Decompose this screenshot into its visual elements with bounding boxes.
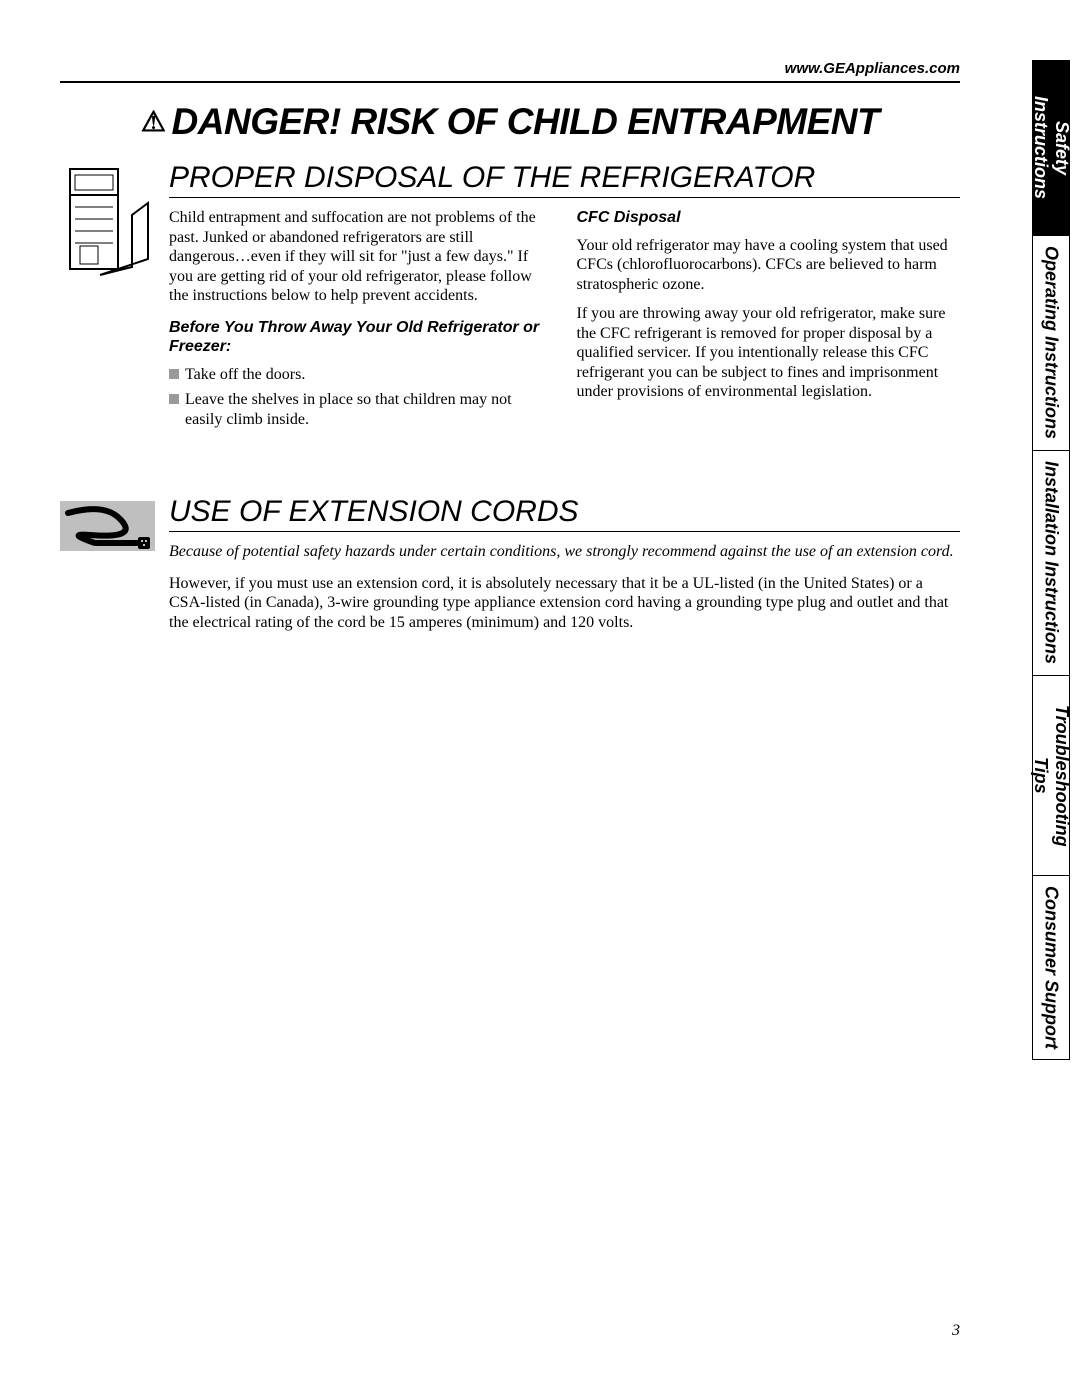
tab-troubleshooting-tips[interactable]: Troubleshooting Tips (1032, 675, 1070, 875)
bullet-text: Leave the shelves in place so that child… (185, 390, 553, 429)
cord-icon (60, 495, 155, 632)
disposal-title: PROPER DISPOSAL OF THE REFRIGERATOR (169, 161, 960, 198)
tab-installation-instructions[interactable]: Installation Instructions (1032, 450, 1070, 675)
extension-section: USE OF EXTENSION CORDS Because of potent… (60, 495, 960, 632)
danger-heading-text: DANGER! RISK OF CHILD ENTRAPMENT (172, 101, 880, 142)
disposal-content: PROPER DISPOSAL OF THE REFRIGERATOR Chil… (169, 161, 960, 435)
page-content: www.GEAppliances.com ⚠DANGER! RISK OF CH… (60, 60, 960, 1340)
tab-operating-instructions[interactable]: Operating Instructions (1032, 235, 1070, 450)
cfc-p1: Your old refrigerator may have a cooling… (577, 236, 961, 295)
cfc-p2: If you are throwing away your old refrig… (577, 304, 961, 402)
header-rule (60, 81, 960, 83)
page-number: 3 (952, 1322, 960, 1340)
warning-icon: ⚠ (141, 106, 166, 137)
bullet-item: Take off the doors. (169, 365, 553, 385)
tab-consumer-support[interactable]: Consumer Support (1032, 875, 1070, 1060)
extension-intro: Because of potential safety hazards unde… (169, 542, 960, 562)
disposal-section: PROPER DISPOSAL OF THE REFRIGERATOR Chil… (60, 161, 960, 435)
side-tabs: Safety Instructions Operating Instructio… (1032, 60, 1070, 1185)
header-url: www.GEAppliances.com (60, 60, 960, 77)
fridge-icon (60, 161, 155, 435)
bullet-item: Leave the shelves in place so that child… (169, 390, 553, 429)
bullet-icon (169, 369, 179, 379)
disposal-right-col: CFC Disposal Your old refrigerator may h… (577, 208, 961, 435)
extension-body: However, if you must use an extension co… (169, 574, 960, 633)
extension-title: USE OF EXTENSION CORDS (169, 495, 960, 532)
disposal-left-col: Child entrapment and suffocation are not… (169, 208, 553, 435)
tab-safety-instructions[interactable]: Safety Instructions (1032, 60, 1070, 235)
bullet-text: Take off the doors. (185, 365, 553, 385)
before-heading: Before You Throw Away Your Old Refrigera… (169, 318, 553, 357)
disposal-intro: Child entrapment and suffocation are not… (169, 208, 553, 306)
bullet-icon (169, 394, 179, 404)
cfc-heading: CFC Disposal (577, 208, 961, 228)
extension-content: USE OF EXTENSION CORDS Because of potent… (169, 495, 960, 632)
danger-heading: ⚠DANGER! RISK OF CHILD ENTRAPMENT (60, 101, 960, 143)
